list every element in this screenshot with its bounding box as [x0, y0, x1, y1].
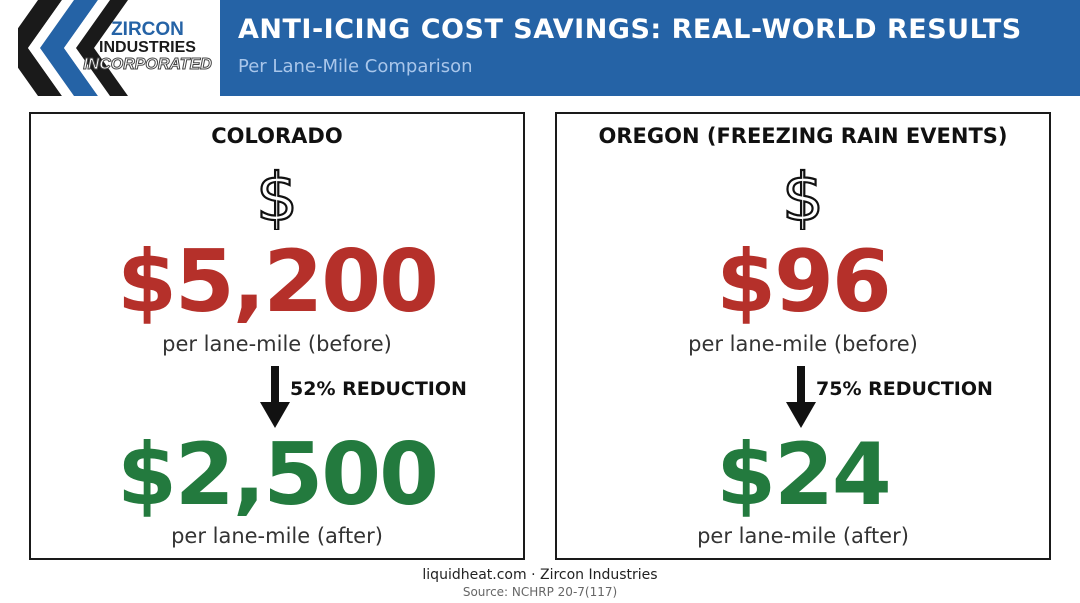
after-caption: per lane-mile (after) — [171, 524, 383, 548]
arrow-down-icon — [786, 366, 816, 428]
reduction-label: 75% REDUCTION — [816, 378, 993, 400]
colorado-panel: COLORADO $ $5,200 per lane-mile (before)… — [29, 112, 525, 560]
dollar-sign-icon: $ — [255, 158, 299, 230]
svg-text:$: $ — [256, 159, 298, 230]
dollar-sign-icon: $ — [781, 158, 825, 230]
logo-line-3: INCORPORATED — [83, 56, 213, 73]
oregon-panel: OREGON (FREEZING RAIN EVENTS) $ $96 per … — [555, 112, 1051, 560]
page-subtitle: Per Lane-Mile Comparison — [238, 56, 473, 77]
region-title: COLORADO — [211, 124, 343, 148]
reduction-label: 52% REDUCTION — [290, 378, 467, 400]
region-title: OREGON (FREEZING RAIN EVENTS) — [598, 124, 1008, 148]
arrow-down-icon — [260, 366, 290, 428]
zircon-logo-icon — [18, 0, 128, 96]
svg-text:$: $ — [782, 159, 824, 230]
logo-line-1: ZIRCON — [111, 19, 184, 40]
before-cost: $96 — [716, 232, 892, 332]
before-cost: $5,200 — [117, 232, 439, 332]
logo-line-2: INDUSTRIES — [99, 39, 196, 56]
before-caption: per lane-mile (before) — [688, 332, 918, 356]
title-banner: ANTI-ICING COST SAVINGS: REAL-WORLD RESU… — [220, 0, 1080, 96]
company-logo: ZIRCON INDUSTRIES INCORPORATED — [80, 20, 215, 73]
header: ZIRCON INDUSTRIES INCORPORATED ANTI-ICIN… — [0, 0, 1080, 96]
after-cost: $24 — [716, 425, 892, 525]
footer-credit: liquidheat.com · Zircon Industries — [422, 567, 658, 583]
after-caption: per lane-mile (after) — [697, 524, 909, 548]
footer-source: Source: NCHRP 20-7(117) — [462, 585, 618, 599]
before-caption: per lane-mile (before) — [162, 332, 392, 356]
after-cost: $2,500 — [117, 425, 439, 525]
page-title: ANTI-ICING COST SAVINGS: REAL-WORLD RESU… — [238, 14, 1022, 45]
